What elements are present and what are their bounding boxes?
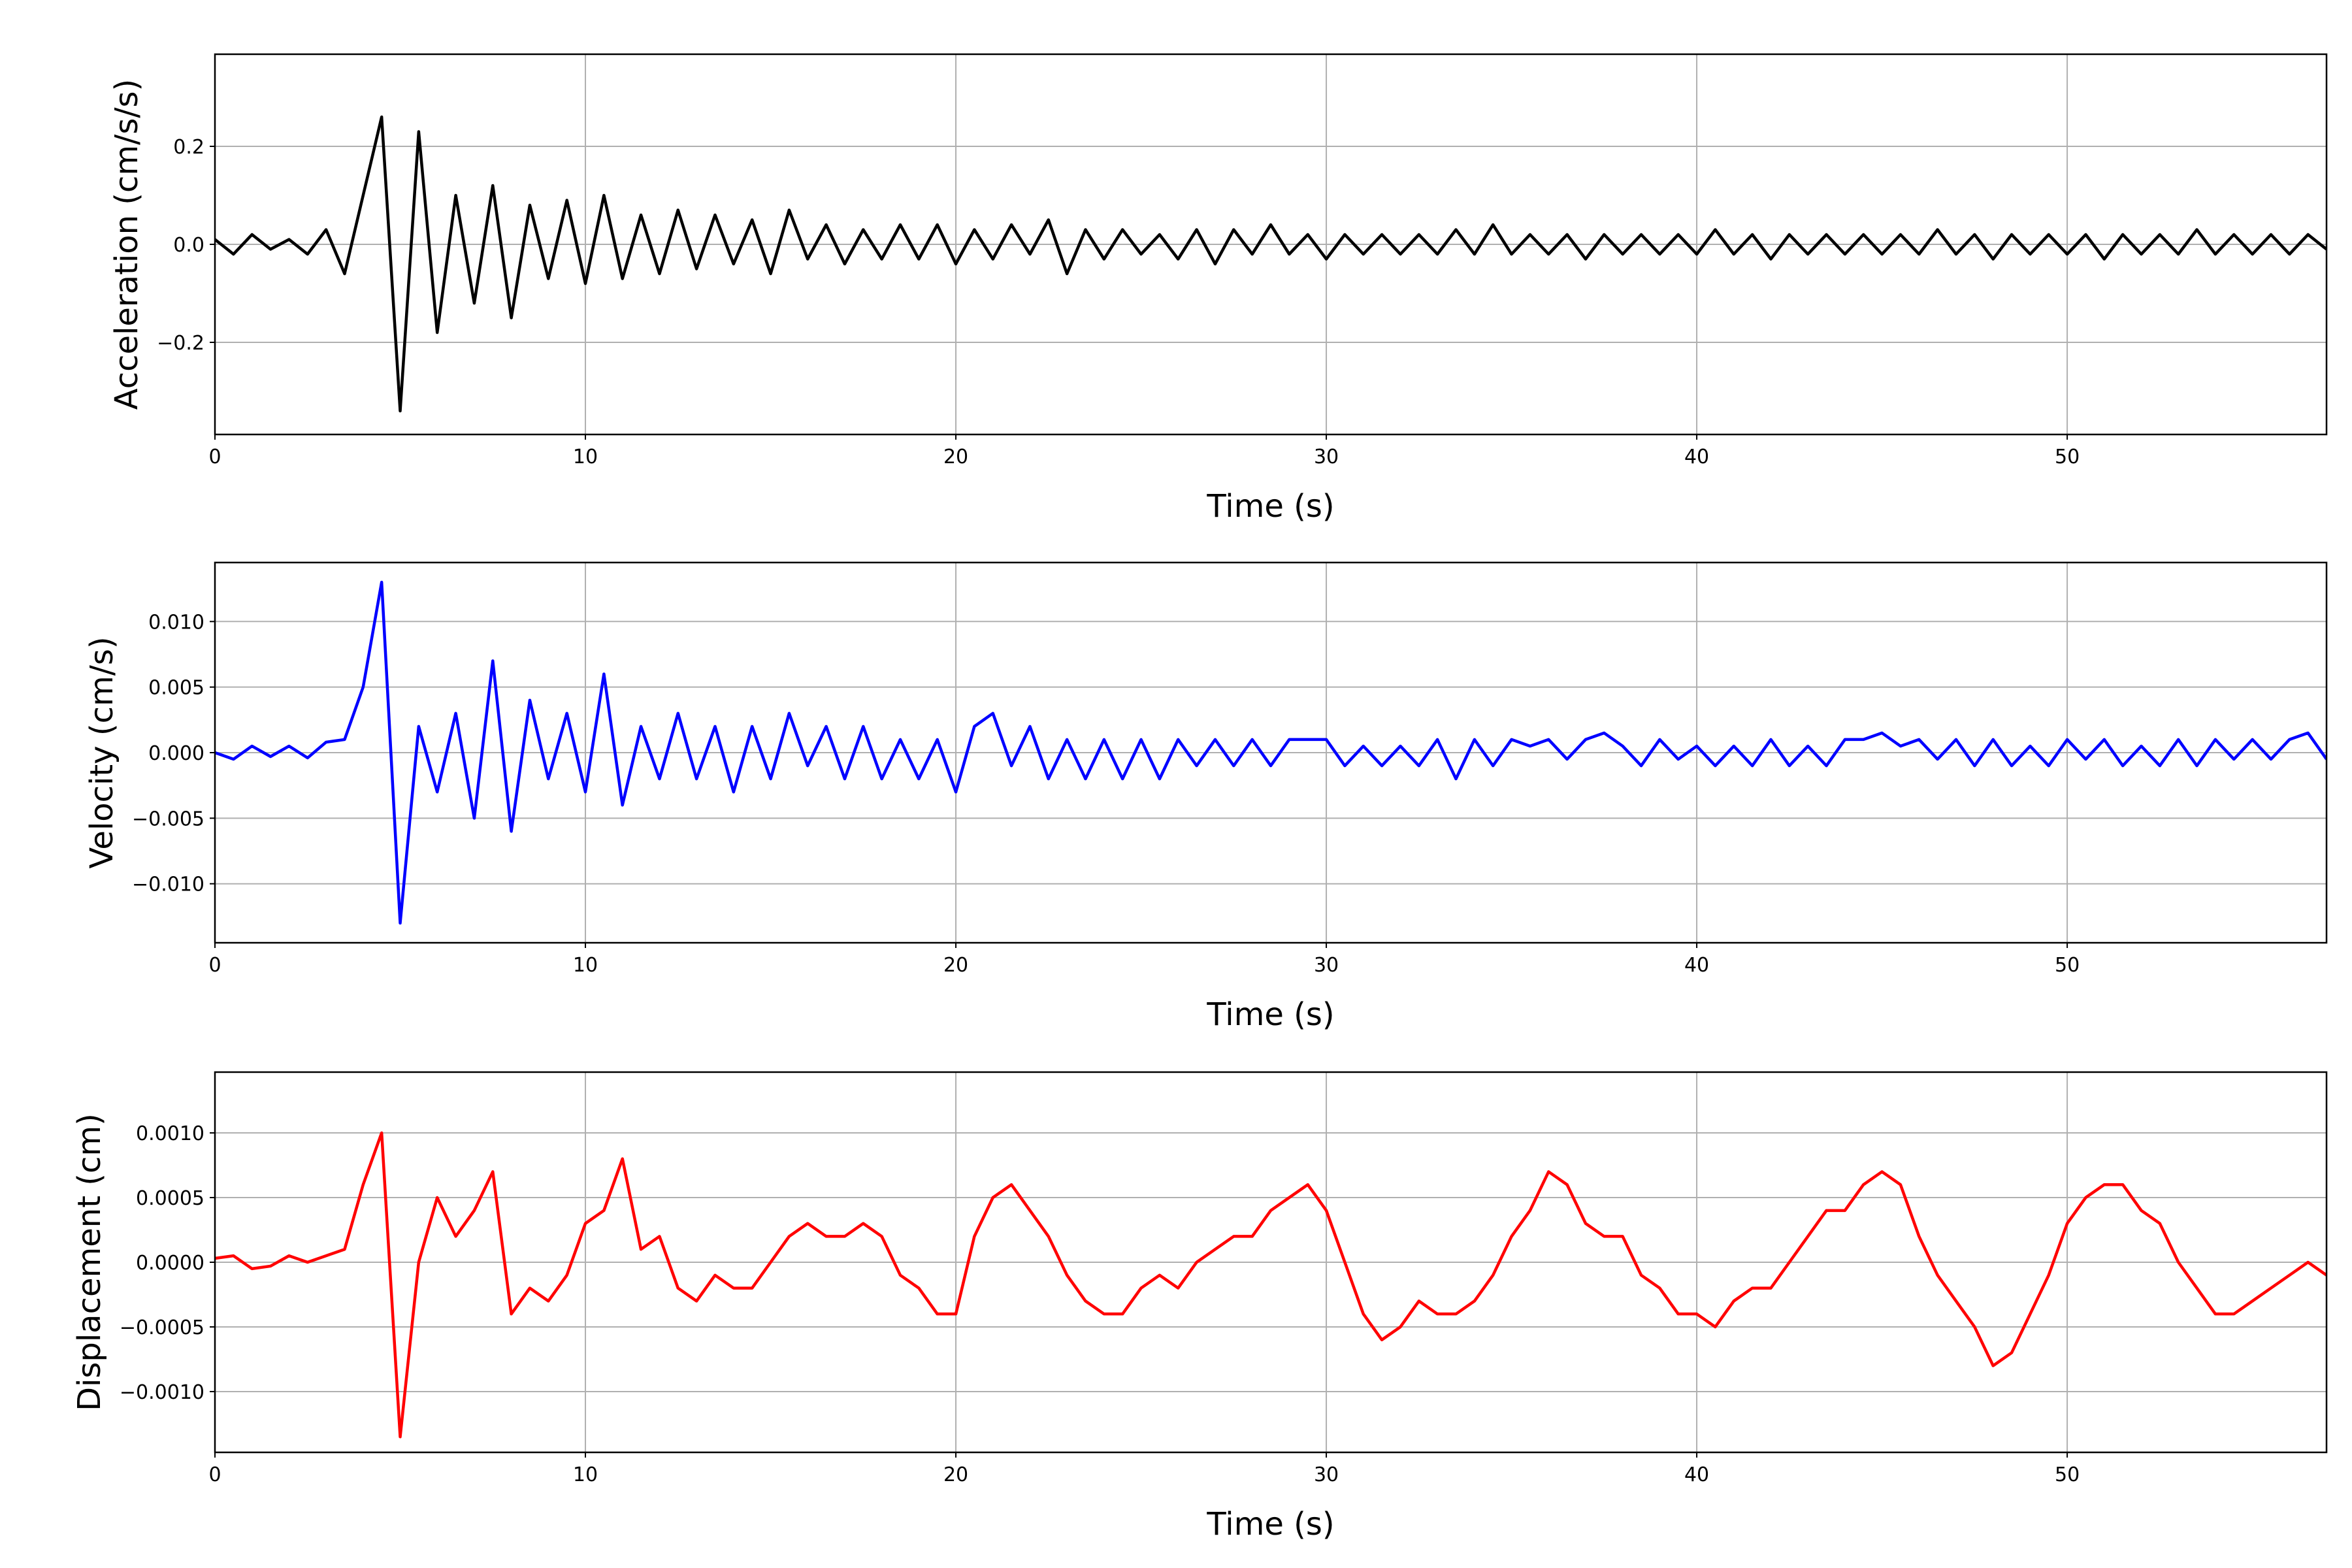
axes-frame xyxy=(214,1071,2328,1454)
x-tick-label: 0 xyxy=(208,446,221,468)
axes-frame xyxy=(214,561,2328,944)
x-tick-label: 40 xyxy=(1684,1463,1709,1486)
data-line xyxy=(215,115,2327,413)
y-tick-label: 0.2 xyxy=(173,136,204,159)
x-axis-label: Time (s) xyxy=(1206,1506,1334,1543)
y-axis-label: Velocity (cm/s) xyxy=(84,636,120,868)
y-tick-label: 0.0005 xyxy=(136,1187,204,1210)
x-tick-label: 40 xyxy=(1684,446,1709,468)
y-axis-label: Acceleration (cm/s/s) xyxy=(108,79,145,410)
y-tick-label: −0.2 xyxy=(157,332,204,355)
x-tick-label: 50 xyxy=(2055,1463,2080,1486)
x-tick-label: 40 xyxy=(1684,954,1709,977)
x-axis-label: Time (s) xyxy=(1206,488,1334,525)
x-tick-label: 0 xyxy=(208,954,221,977)
y-tick-label: −0.005 xyxy=(132,808,204,830)
x-tick-label: 20 xyxy=(943,1463,968,1486)
data-line xyxy=(215,580,2327,925)
x-tick-label: 10 xyxy=(573,446,598,468)
y-tick-label: −0.0005 xyxy=(120,1316,204,1339)
y-tick-label: 0.0000 xyxy=(136,1252,204,1275)
x-tick-label: 30 xyxy=(1314,954,1339,977)
axes-frame xyxy=(214,53,2328,436)
y-tick-label: 0.0010 xyxy=(136,1122,204,1145)
x-tick-label: 30 xyxy=(1314,446,1339,468)
data-line xyxy=(215,1131,2327,1439)
x-tick-label: 20 xyxy=(943,446,968,468)
y-tick-label: 0.000 xyxy=(148,742,204,765)
y-tick-label: 0.0 xyxy=(173,234,204,257)
x-tick-label: 50 xyxy=(2055,446,2080,468)
y-axis-label: Displacement (cm) xyxy=(71,1113,108,1411)
x-tick-label: 0 xyxy=(208,1463,221,1486)
y-tick-label: −0.010 xyxy=(132,874,204,896)
y-tick-label: 0.005 xyxy=(148,677,204,700)
x-tick-label: 20 xyxy=(943,954,968,977)
x-tick-label: 10 xyxy=(573,954,598,977)
x-axis-label: Time (s) xyxy=(1206,996,1334,1033)
x-tick-label: 50 xyxy=(2055,954,2080,977)
y-tick-label: 0.010 xyxy=(148,611,204,634)
x-tick-label: 30 xyxy=(1314,1463,1339,1486)
y-tick-label: −0.0010 xyxy=(120,1381,204,1404)
x-tick-label: 10 xyxy=(573,1463,598,1486)
